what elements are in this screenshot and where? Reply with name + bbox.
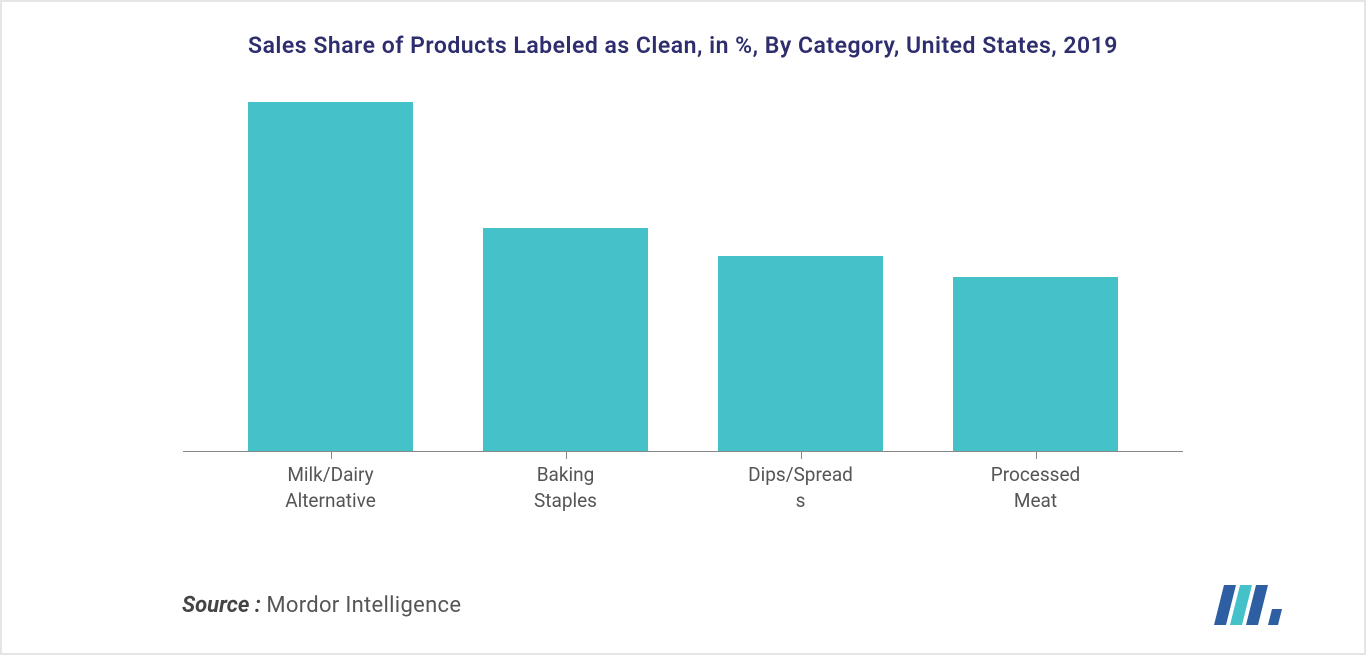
chart-plot-area [183,82,1183,452]
bar [953,277,1118,452]
bar-wrapper [953,277,1118,452]
x-axis-line [183,451,1183,452]
bar [248,102,413,452]
bar-wrapper [248,102,413,452]
bar-wrapper [718,256,883,452]
x-axis-labels: Milk/DairyAlternative BakingStaples Dips/S… [183,462,1183,513]
bar [718,256,883,452]
category-label: ProcessedMeat [953,462,1118,513]
mordor-logo-icon [1214,585,1284,625]
chart-container: Sales Share of Products Labeled as Clean… [0,0,1366,655]
axis-tick [566,452,567,459]
category-label: Dips/Spreads [718,462,883,513]
category-label: Milk/DairyAlternative [248,462,413,513]
bar-group [183,82,1183,452]
category-label: BakingStaples [483,462,648,513]
source-text: Mordor Intelligence [266,593,461,618]
bar-wrapper [483,228,648,452]
axis-tick [1036,452,1037,459]
source-attribution: Source : Mordor Intelligence [182,593,461,618]
axis-tick [801,452,802,459]
axis-tick [331,452,332,459]
chart-title: Sales Share of Products Labeled as Clean… [62,30,1304,62]
bar [483,228,648,452]
source-label: Source : [182,593,266,618]
